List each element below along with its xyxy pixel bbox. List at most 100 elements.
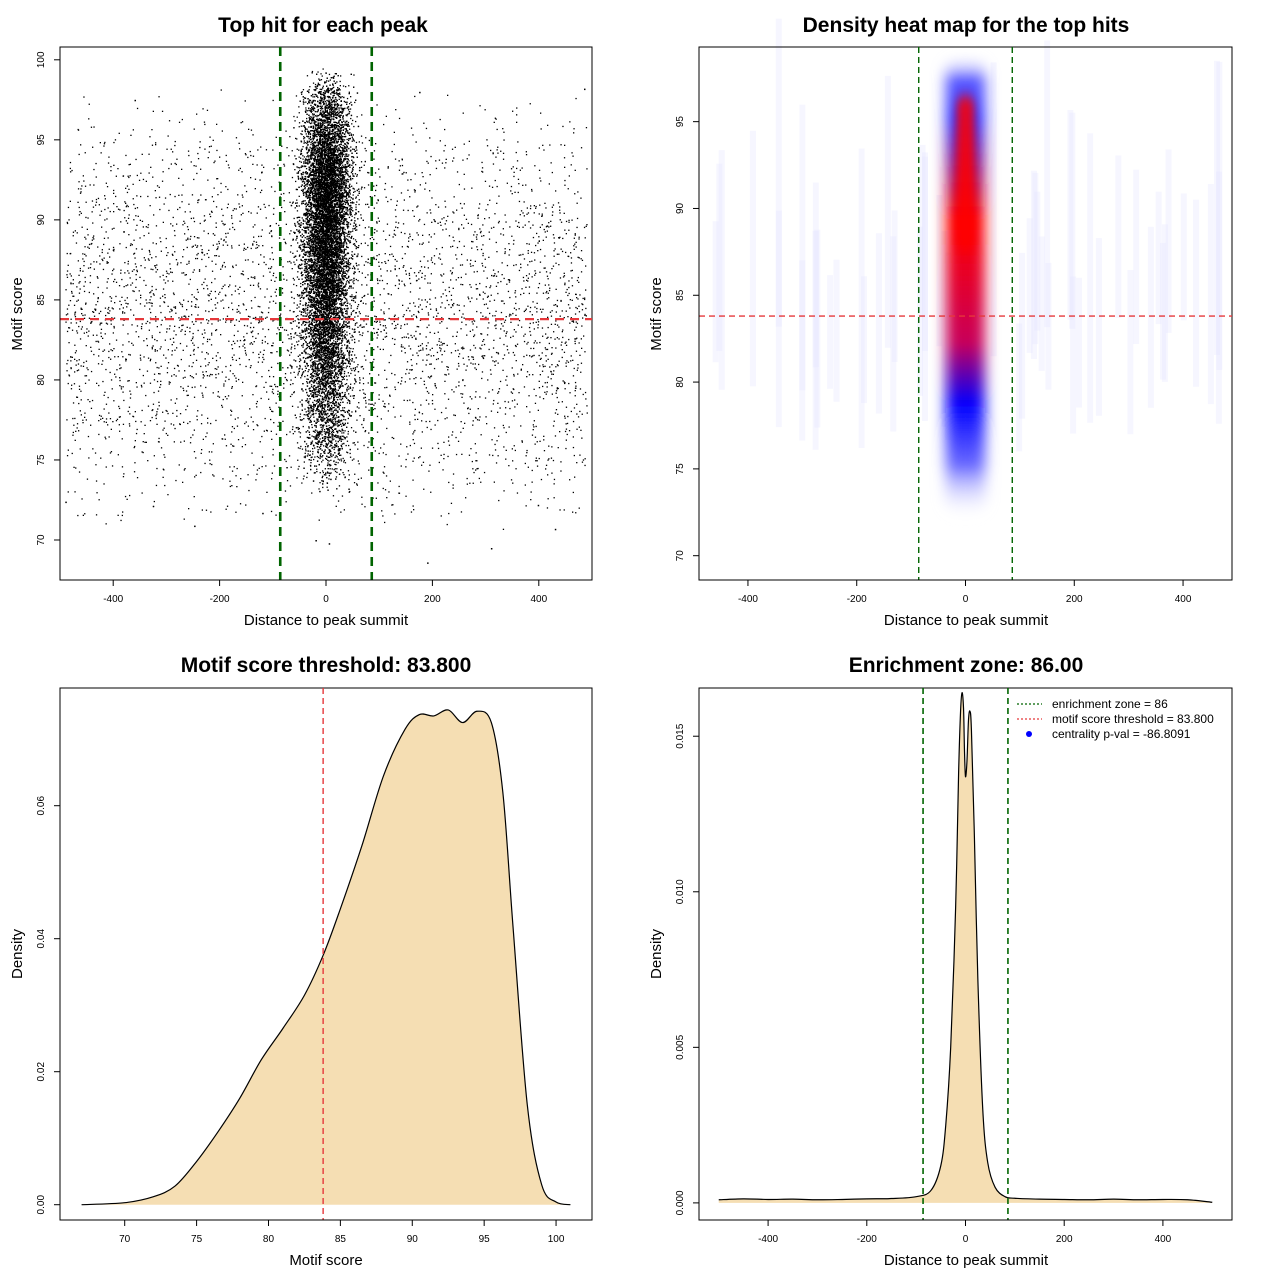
scatter-point xyxy=(254,188,256,190)
scatter-point xyxy=(294,263,296,266)
scatter-point xyxy=(155,144,157,146)
scatter-point xyxy=(479,416,481,418)
scatter-point xyxy=(150,358,152,360)
scatter-point xyxy=(163,427,165,429)
scatter-point xyxy=(125,206,127,208)
scatter-point xyxy=(441,263,443,265)
scatter-point xyxy=(482,291,484,293)
scatter-point xyxy=(443,150,445,152)
scatter-point xyxy=(429,174,431,176)
scatter-point xyxy=(164,197,167,199)
scatter-point xyxy=(413,509,415,511)
scatter-point xyxy=(420,349,422,351)
scatter-point xyxy=(449,270,452,272)
scatter-point xyxy=(238,346,241,348)
scatter-point xyxy=(151,337,153,339)
scatter-point xyxy=(71,356,73,358)
scatter-point xyxy=(231,348,234,350)
scatter-point xyxy=(259,351,262,353)
scatter-point xyxy=(188,508,190,510)
scatter-point xyxy=(535,425,537,428)
scatter-point xyxy=(393,233,395,235)
scatter-point xyxy=(250,300,253,302)
scatter-point xyxy=(391,337,394,340)
scatter-point xyxy=(468,412,470,415)
scatter-point xyxy=(217,352,219,354)
scatter-point xyxy=(353,282,355,285)
scatter-point xyxy=(183,469,185,471)
scatter-point xyxy=(191,365,193,368)
scatter-point xyxy=(224,396,227,398)
scatter-point xyxy=(472,420,474,422)
scatter-point xyxy=(211,270,214,272)
scatter-point xyxy=(271,345,273,347)
scatter-point xyxy=(124,217,126,219)
scatter-point xyxy=(534,443,536,445)
scatter-point xyxy=(128,234,130,236)
scatter-point xyxy=(380,275,382,277)
scatter-point xyxy=(533,252,536,254)
scatter-point xyxy=(152,293,155,295)
scatter-point xyxy=(370,403,372,405)
scatter-point xyxy=(241,205,243,207)
scatter-point xyxy=(514,344,517,347)
scatter-point xyxy=(373,348,375,351)
scatter-point xyxy=(85,216,87,219)
scatter-point xyxy=(523,335,525,337)
scatter-point xyxy=(219,291,221,293)
scatter-point xyxy=(234,290,236,292)
scatter-point xyxy=(400,325,402,327)
scatter-point xyxy=(394,416,396,418)
scatter-point xyxy=(359,379,361,381)
scatter-point xyxy=(188,260,190,262)
scatter-point xyxy=(388,308,390,310)
scatter-point xyxy=(373,185,375,187)
scatter-point xyxy=(405,273,407,275)
scatter-point xyxy=(560,344,562,346)
scatter-point xyxy=(456,258,458,260)
scatter-point xyxy=(466,334,468,336)
scatter-point xyxy=(376,242,378,245)
scatter-point xyxy=(66,274,68,276)
scatter-point xyxy=(135,286,137,288)
scatter-point xyxy=(340,310,342,312)
scatter-point xyxy=(507,279,510,281)
scatter-point xyxy=(493,299,496,301)
scatter-point xyxy=(250,154,252,157)
scatter-point xyxy=(469,349,472,351)
scatter-point xyxy=(513,445,515,447)
scatter-point xyxy=(418,311,420,314)
scatter-point xyxy=(436,351,439,354)
scatter-point xyxy=(152,176,154,178)
scatter-point xyxy=(441,321,443,323)
scatter-point xyxy=(270,230,273,232)
scatter-point xyxy=(92,448,94,450)
scatter-point xyxy=(460,276,462,279)
scatter-point xyxy=(183,272,185,274)
scatter-point xyxy=(80,390,82,392)
scatter-point xyxy=(362,383,365,385)
scatter-point xyxy=(226,244,229,246)
scatter-point xyxy=(151,348,153,350)
scatter-point xyxy=(117,514,119,516)
scatter-point xyxy=(392,504,394,506)
scatter-point xyxy=(514,449,516,452)
scatter-point xyxy=(128,380,130,382)
scatter-point xyxy=(98,499,100,501)
scatter-point xyxy=(148,302,150,304)
scatter-point xyxy=(335,505,337,507)
scatter-point xyxy=(492,360,494,362)
scatter-point xyxy=(526,452,528,454)
scatter-point xyxy=(492,275,495,277)
scatter-point xyxy=(445,374,447,376)
scatter-point xyxy=(67,491,69,493)
scatter-point xyxy=(294,347,296,350)
scatter-point xyxy=(70,275,72,277)
scatter-point xyxy=(215,263,217,265)
scatter-point xyxy=(146,370,149,372)
scatter-point xyxy=(560,299,562,302)
scatter-point xyxy=(149,299,151,301)
scatter-point xyxy=(431,261,434,264)
scatter-point xyxy=(343,509,345,511)
scatter-point xyxy=(196,254,198,256)
